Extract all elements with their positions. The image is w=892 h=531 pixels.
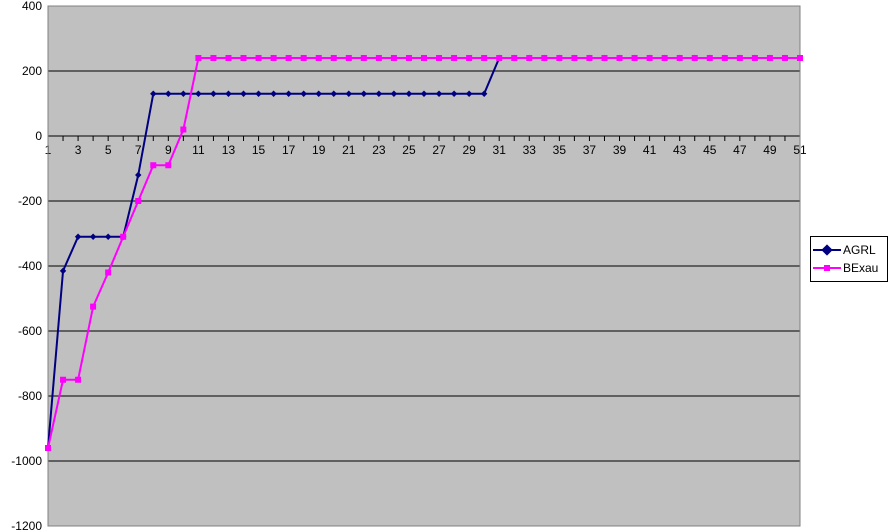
svg-text:7: 7 (135, 143, 142, 157)
svg-text:-1200: -1200 (11, 519, 42, 531)
svg-text:-200: -200 (18, 194, 42, 208)
svg-text:35: 35 (553, 143, 567, 157)
chart-container: 400 200 0 -200 -400 -600 -800 -1000 -1200 13 5 7 9 11… (0, 0, 892, 531)
svg-text:17: 17 (282, 143, 296, 157)
svg-text:41: 41 (643, 143, 657, 157)
legend-swatch-agrl (813, 244, 841, 256)
svg-text:200: 200 (22, 64, 42, 78)
svg-text:-800: -800 (18, 389, 42, 403)
svg-text:0: 0 (35, 129, 42, 143)
svg-text:25: 25 (402, 143, 416, 157)
svg-text:15: 15 (252, 143, 266, 157)
legend-swatch-bexau (813, 262, 841, 274)
svg-text:400: 400 (22, 0, 42, 13)
legend-label-bexau: BExau (843, 261, 878, 275)
svg-text:21: 21 (342, 143, 356, 157)
svg-text:39: 39 (613, 143, 627, 157)
svg-text:23: 23 (372, 143, 386, 157)
svg-text:27: 27 (432, 143, 446, 157)
svg-text:9: 9 (165, 143, 172, 157)
svg-text:43: 43 (673, 143, 687, 157)
svg-text:-600: -600 (18, 324, 42, 338)
svg-text:19: 19 (312, 143, 326, 157)
svg-text:37: 37 (583, 143, 597, 157)
legend-label-agrl: AGRL (843, 243, 876, 257)
legend: AGRL BExau (810, 236, 888, 282)
svg-text:13: 13 (222, 143, 236, 157)
svg-text:31: 31 (493, 143, 507, 157)
svg-text:47: 47 (733, 143, 747, 157)
svg-text:29: 29 (462, 143, 476, 157)
diamond-marker-icon (821, 244, 832, 255)
svg-text:3: 3 (75, 143, 82, 157)
svg-text:5: 5 (105, 143, 112, 157)
svg-text:-400: -400 (18, 259, 42, 273)
svg-text:11: 11 (192, 143, 205, 157)
svg-text:45: 45 (703, 143, 717, 157)
square-marker-icon (824, 265, 830, 271)
svg-text:33: 33 (523, 143, 537, 157)
svg-text:-1000: -1000 (11, 454, 42, 468)
line-chart: 400 200 0 -200 -400 -600 -800 -1000 -1200 13 5 7 9 11… (0, 0, 806, 531)
legend-item-bexau: BExau (813, 259, 885, 277)
legend-item-agrl: AGRL (813, 241, 885, 259)
svg-text:49: 49 (763, 143, 777, 157)
